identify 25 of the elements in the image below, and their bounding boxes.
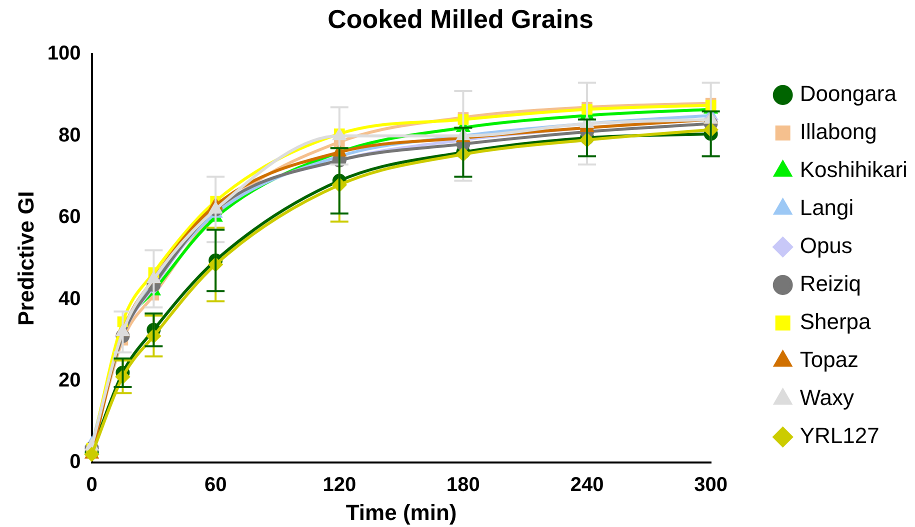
y-axis-title: Predictive GI (13, 191, 38, 326)
legend-label: Illabong (800, 119, 877, 144)
x-tick-label: 60 (204, 474, 227, 496)
x-tick-label: 240 (570, 474, 604, 496)
legend-label: Waxy (800, 385, 854, 410)
legend-label: Topaz (800, 347, 859, 372)
legend-label: Sherpa (800, 309, 872, 334)
y-tick-label: 80 (58, 124, 81, 146)
y-tick-label: 20 (58, 369, 81, 392)
legend-label: Koshihikari (800, 157, 908, 182)
x-tick-label: 120 (322, 474, 356, 496)
x-axis-title: Time (min) (346, 500, 457, 525)
x-tick-label: 180 (446, 474, 480, 496)
y-tick-label: 100 (47, 42, 81, 65)
legend-label: Opus (800, 233, 852, 258)
x-tick-label: 300 (694, 474, 728, 496)
y-tick-label: 0 (70, 451, 81, 474)
legend-label: Langi (800, 195, 854, 220)
legend-label: Reiziq (800, 271, 861, 296)
y-tick-label: 40 (58, 288, 81, 310)
legend-label: YRL127 (800, 423, 880, 448)
chart-title: Cooked Milled Grains (328, 4, 594, 34)
x-tick-label: 0 (86, 474, 98, 496)
legend-label: Doongara (800, 81, 898, 106)
y-tick-label: 60 (58, 206, 81, 228)
